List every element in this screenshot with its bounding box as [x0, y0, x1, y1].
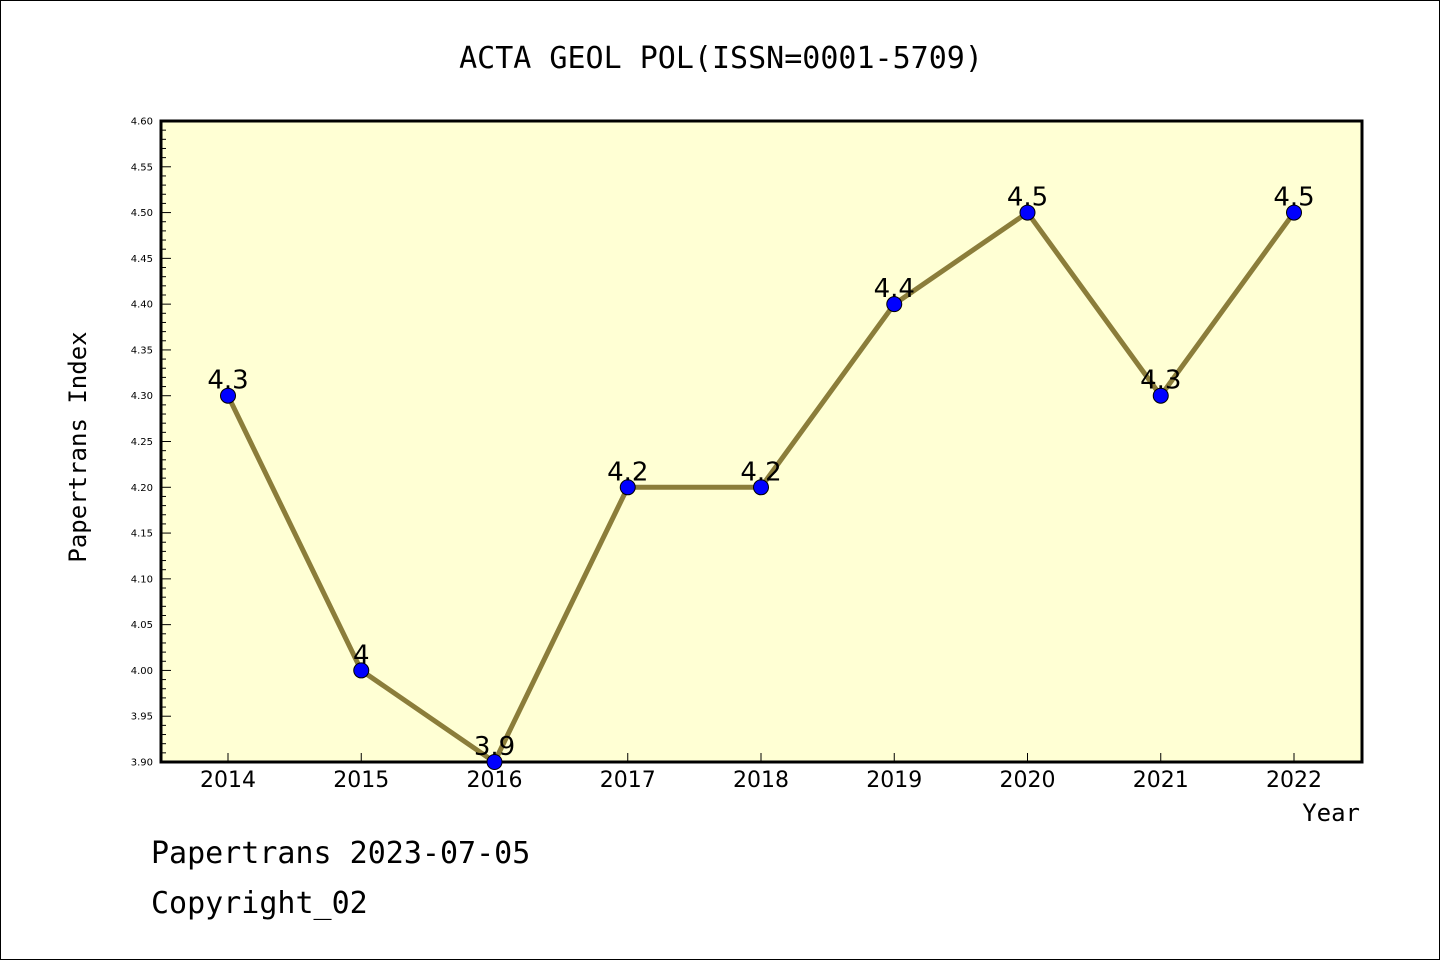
- y-axis: 3.90 3.95 4.00 4.05 4.10 4.15 4.20 4.25 4.30 4.35…: [131, 117, 171, 769]
- data-point: [486, 754, 503, 770]
- x-axis-label: Year: [1302, 799, 1360, 827]
- y-tick-label: 4.25: [131, 437, 153, 448]
- x-tick-label: 2019: [866, 768, 922, 793]
- y-tick-label: 3.90: [131, 758, 153, 769]
- data-label: 4.2: [740, 457, 781, 487]
- data-label: 4.5: [1273, 183, 1314, 213]
- y-tick-label: 4.30: [131, 391, 153, 402]
- x-axis: 2014 2015 2016 2017 2018 2019 2020 2021 2022: [200, 753, 1322, 793]
- data-label: 4.4: [874, 274, 915, 304]
- y-tick-label: 4.55: [131, 162, 153, 173]
- footer-copyright: Copyright_02: [151, 886, 368, 921]
- x-tick-label: 2022: [1266, 768, 1322, 793]
- data-label: 4.3: [1140, 366, 1181, 396]
- series-line-group: 4.3 4 3.9 4.2 4.2 4.4 4.5 4.3 4.5: [207, 183, 1315, 770]
- data-point: [886, 296, 903, 313]
- x-tick-label: 2018: [733, 768, 789, 793]
- data-point: [353, 662, 370, 679]
- y-axis-label: Papertrans Index: [64, 331, 92, 562]
- footer-date: Papertrans 2023-07-05: [151, 836, 531, 871]
- y-tick-label: 3.95: [131, 712, 153, 723]
- y-tick-label: 4.60: [131, 117, 153, 128]
- data-point: [753, 479, 769, 496]
- x-tick-label: 2016: [467, 768, 523, 793]
- x-tick-label: 2014: [200, 768, 256, 793]
- data-point: [619, 479, 636, 496]
- y-tick-label: 4.35: [131, 345, 153, 356]
- y-tick-label: 4.45: [131, 254, 153, 265]
- y-tick-label: 4.20: [131, 483, 153, 494]
- y-tick-label: 4.15: [131, 529, 153, 540]
- data-point: [1019, 204, 1036, 221]
- data-point: [1152, 387, 1169, 404]
- x-tick-label: 2015: [333, 768, 389, 793]
- data-label: 3.9: [474, 732, 515, 762]
- y-tick-label: 4.40: [131, 300, 153, 311]
- data-label: 4.2: [607, 457, 648, 487]
- data-point: [220, 387, 236, 404]
- data-label: 4: [353, 640, 370, 670]
- x-tick-label: 2020: [1000, 768, 1056, 793]
- y-tick-label: 4.05: [131, 620, 153, 631]
- y-tick-label: 4.10: [131, 574, 153, 585]
- data-label: 4.3: [207, 366, 248, 396]
- x-tick-label: 2017: [600, 768, 656, 793]
- y-tick-label: 4.00: [131, 666, 153, 677]
- x-tick-label: 2021: [1133, 768, 1189, 793]
- plot-area: [159, 119, 1364, 764]
- data-label: 4.5: [1007, 183, 1048, 213]
- chart-title: ACTA GEOL POL(ISSN=0001-5709): [459, 41, 983, 76]
- data-point: [1286, 204, 1302, 221]
- y-tick-label: 4.50: [131, 208, 153, 219]
